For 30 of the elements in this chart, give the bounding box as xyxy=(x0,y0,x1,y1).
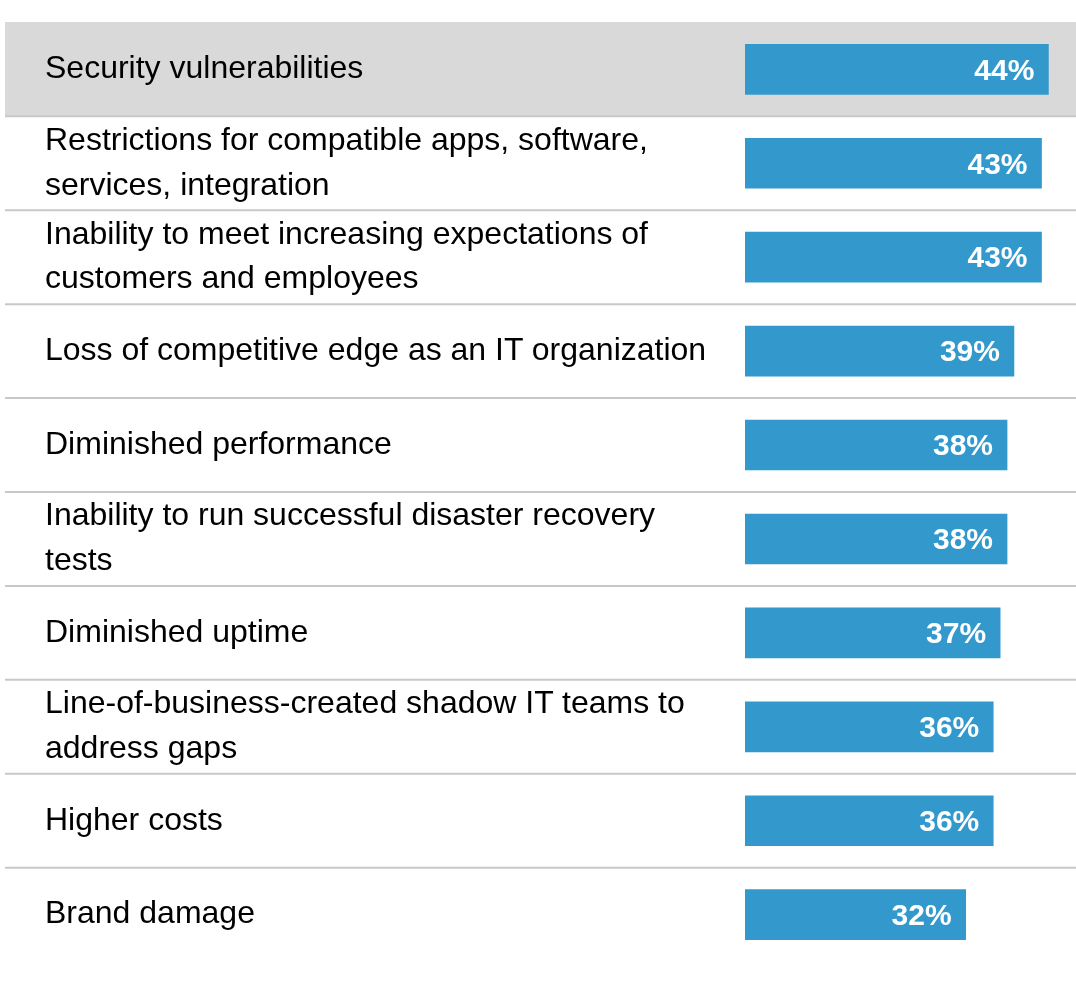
data-label: 43% xyxy=(967,146,1028,180)
data-label: 38% xyxy=(932,522,994,556)
data-label: 38% xyxy=(932,428,994,462)
bar xyxy=(745,889,966,940)
y-tick-label: Restrictions for compatible apps, software, services, integration xyxy=(45,120,648,202)
data-label: 32% xyxy=(891,897,952,931)
bar xyxy=(745,44,1049,95)
y-tick-label: Brand damage xyxy=(45,894,255,931)
y-tick-label: Inability to meet increasing expectations of customers and employees xyxy=(45,214,649,296)
data-label: 36% xyxy=(919,803,980,837)
y-tick-label: Diminished uptime xyxy=(45,612,309,649)
bar xyxy=(745,513,1008,565)
data-label: 39% xyxy=(939,334,1000,368)
data-label: 43% xyxy=(967,240,1028,274)
bar xyxy=(745,419,1008,471)
y-tick-label: Security vulnerabilities xyxy=(45,49,364,86)
y-tick-label: Line-of-business-created shadow IT teams to address gaps xyxy=(45,684,685,766)
bar xyxy=(745,231,1042,283)
y-tick-label: Diminished performance xyxy=(45,424,392,461)
bar xyxy=(745,137,1042,189)
data-label: 44% xyxy=(974,52,1035,86)
y-tick-label: Inability to run successful disaster recovery tests xyxy=(45,496,656,578)
data-label: 37% xyxy=(926,616,987,650)
bar xyxy=(745,607,1001,659)
bar xyxy=(745,795,994,847)
y-tick-label: Loss of competitive edge as an IT organization xyxy=(45,330,707,367)
bar xyxy=(745,701,994,753)
y-tick-label: Higher costs xyxy=(45,800,223,837)
bar xyxy=(745,325,1015,377)
data-label: 36% xyxy=(919,710,980,744)
